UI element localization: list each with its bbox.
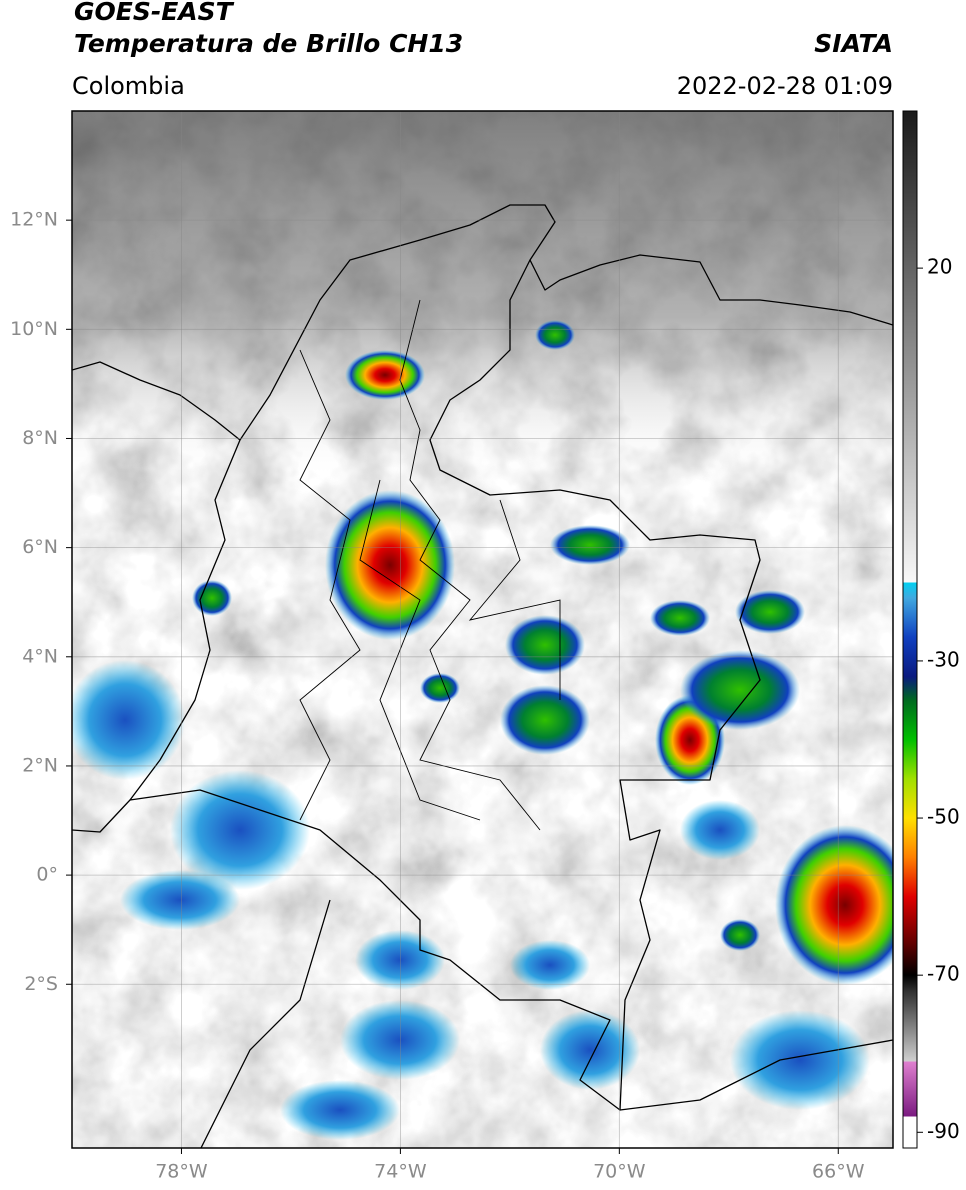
colorbar-tick-label: 20 xyxy=(927,255,952,279)
y-tick-label: 10°N xyxy=(10,318,58,340)
y-tick-label: 2°S xyxy=(24,973,58,995)
convection xyxy=(72,320,893,1140)
x-tick-label: 74°W xyxy=(374,1161,427,1183)
y-tick-label: 8°N xyxy=(22,427,58,449)
subtitle: Temperatura de Brillo CH13 xyxy=(74,29,463,58)
datetime: 2022-02-28 01:09 xyxy=(677,72,893,100)
region: Colombia xyxy=(72,72,185,100)
colorbar-tick-label: -30 xyxy=(927,647,960,671)
map-image xyxy=(72,111,893,1148)
grid xyxy=(72,111,893,1148)
y-tick-label: 2°N xyxy=(22,754,58,776)
y-tick-label: 12°N xyxy=(10,209,58,231)
title: GOES-EAST xyxy=(74,0,235,26)
y-tick-label: 4°N xyxy=(22,645,58,667)
colorbar-tick-label: -90 xyxy=(927,1119,960,1143)
colorbar xyxy=(902,110,918,1149)
colorbar-tick-label: -70 xyxy=(927,962,960,986)
map-frame xyxy=(71,110,894,1149)
borders xyxy=(72,204,893,1148)
colorbar-tick-label: -50 xyxy=(927,805,960,829)
x-tick-label: 66°W xyxy=(812,1161,865,1183)
y-tick-label: 6°N xyxy=(22,536,58,558)
y-tick-label: 0° xyxy=(36,864,58,886)
x-tick-label: 70°W xyxy=(593,1161,646,1183)
source: SIATA xyxy=(814,29,893,58)
x-tick-label: 78°W xyxy=(155,1161,208,1183)
